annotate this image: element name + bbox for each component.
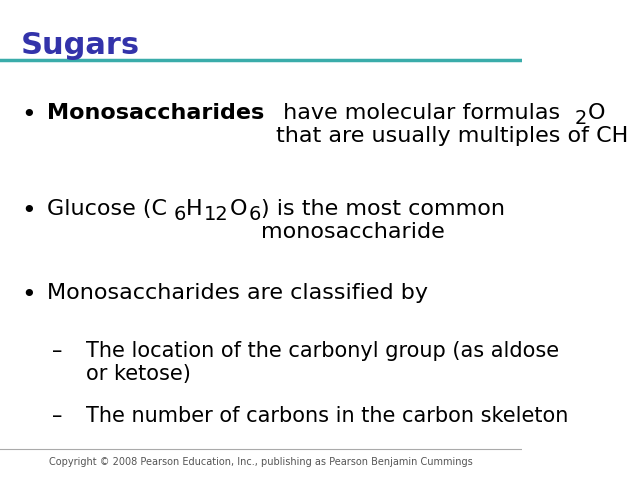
Text: –: – [52, 341, 63, 361]
Text: The location of the carbonyl group (as aldose
or ketose): The location of the carbonyl group (as a… [86, 341, 559, 384]
Text: Monosaccharides: Monosaccharides [47, 103, 264, 123]
Text: The number of carbons in the carbon skeleton: The number of carbons in the carbon skel… [86, 406, 568, 426]
Text: O: O [230, 199, 247, 219]
Text: 2: 2 [575, 109, 587, 129]
Text: Monosaccharides are classified by: Monosaccharides are classified by [47, 283, 428, 303]
Text: •: • [21, 283, 36, 307]
Text: •: • [21, 103, 36, 127]
Text: H: H [186, 199, 203, 219]
Text: 6: 6 [173, 205, 186, 225]
Text: Copyright © 2008 Pearson Education, Inc., publishing as Pearson Benjamin Cumming: Copyright © 2008 Pearson Education, Inc.… [49, 457, 473, 467]
Text: –: – [52, 406, 63, 426]
Text: •: • [21, 199, 36, 223]
Text: 12: 12 [204, 205, 228, 225]
Text: 6: 6 [248, 205, 260, 225]
Text: have molecular formulas
that are usually multiples of CH: have molecular formulas that are usually… [276, 103, 628, 146]
Text: Sugars: Sugars [21, 31, 140, 60]
Text: ) is the most common
monosaccharide: ) is the most common monosaccharide [261, 199, 505, 242]
Text: O: O [588, 103, 605, 123]
Text: Glucose (C: Glucose (C [47, 199, 167, 219]
